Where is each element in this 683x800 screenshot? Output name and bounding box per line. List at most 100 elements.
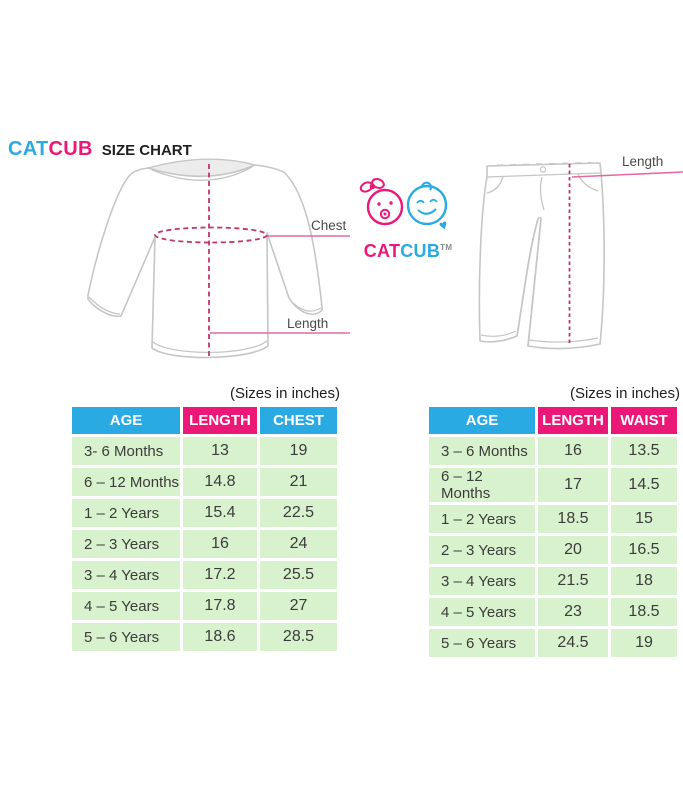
length-cell: 18.5 xyxy=(538,505,608,533)
pants-length-label: Length xyxy=(622,154,664,169)
shirt-outline xyxy=(87,164,323,359)
pants-units-note: (Sizes in inches) xyxy=(569,385,680,402)
age-cell: 3 – 4 Years xyxy=(429,567,535,595)
length-cell: 24.5 xyxy=(538,629,608,657)
age-cell: 2 – 3 Years xyxy=(72,530,180,558)
age-cell: 5 – 6 Years xyxy=(429,629,535,657)
logo-heart-icon: ♥ xyxy=(437,216,450,234)
pants-right-hem-line xyxy=(528,337,599,343)
table-row: 3 – 6 Months 16 13.5 xyxy=(429,437,677,465)
length-cell: 16 xyxy=(538,437,608,465)
waist-cell: 16.5 xyxy=(611,536,677,564)
table-row: 3- 6 Months 13 19 xyxy=(72,437,337,465)
length-cell: 21.5 xyxy=(538,567,608,595)
length-cell: 15.4 xyxy=(183,499,257,527)
pants-leg-split xyxy=(516,218,542,347)
chest-cell: 22.5 xyxy=(260,499,337,527)
age-cell: 6 – 12 Months xyxy=(72,468,180,496)
table-row: 1 – 2 Years 18.5 15 xyxy=(429,505,677,533)
pants-fly-line xyxy=(539,176,545,211)
age-cell: 5 – 6 Years xyxy=(72,623,180,651)
brand-cat-text: CAT xyxy=(8,138,49,160)
chest-measure-dashed-ellipse xyxy=(154,226,268,244)
shirt-left-cuff-line xyxy=(88,296,121,315)
catcub-logo-icon: ♥ xyxy=(359,178,450,234)
logo-blue-baby-face xyxy=(406,184,448,226)
logo-pink-eye-left xyxy=(377,202,381,206)
title-suffix: SIZE CHART xyxy=(101,142,192,159)
pants-left-pocket xyxy=(486,176,504,194)
length-cell: 23 xyxy=(538,598,608,626)
header-length: LENGTH xyxy=(538,407,608,434)
shirt-collar-line xyxy=(151,166,253,181)
age-cell: 4 – 5 Years xyxy=(429,598,535,626)
logo-wordmark: CATCUBTM xyxy=(356,241,460,262)
logo-tm-mark: TM xyxy=(440,243,453,252)
brand-cub-text: CUB xyxy=(48,138,93,160)
logo-blue-curl xyxy=(421,181,432,191)
length-cell: 17.8 xyxy=(183,592,257,620)
header-age: AGE xyxy=(429,407,535,434)
length-cell: 16 xyxy=(183,530,257,558)
chest-cell: 19 xyxy=(260,437,337,465)
chest-cell: 25.5 xyxy=(260,561,337,589)
logo-cat-text: CAT xyxy=(363,241,401,261)
age-cell: 4 – 5 Years xyxy=(72,592,180,620)
logo-pink-baby-face xyxy=(366,188,404,226)
logo-blue-eye-left xyxy=(416,199,425,204)
table-row: 6 – 12 Months 17 14.5 xyxy=(429,468,677,502)
logo-blue-smile xyxy=(417,208,437,215)
length-cell: 18.6 xyxy=(183,623,257,651)
table-row: 3 – 4 Years 21.5 18 xyxy=(429,567,677,595)
pants-waistband-line xyxy=(486,172,601,178)
shirt-right-cuff-line xyxy=(289,299,322,312)
logo-blue-eye-right xyxy=(429,198,438,203)
pants-waist-stitch-line xyxy=(496,161,592,166)
table-row: 5 – 6 Years 24.5 19 xyxy=(429,629,677,657)
table-row: 4 – 5 Years 23 18.5 xyxy=(429,598,677,626)
waist-cell: 13.5 xyxy=(611,437,677,465)
waist-cell: 18.5 xyxy=(611,598,677,626)
waist-cell: 19 xyxy=(611,629,677,657)
header-age: AGE xyxy=(72,407,180,434)
age-cell: 3 – 4 Years xyxy=(72,561,180,589)
chest-label: Chest xyxy=(311,218,347,233)
table-row: 2 – 3 Years 20 16.5 xyxy=(429,536,677,564)
age-cell: 6 – 12 Months xyxy=(429,468,535,502)
pants-left-hem-line xyxy=(480,330,517,337)
header-waist: WAIST xyxy=(611,407,677,434)
waist-cell: 14.5 xyxy=(611,468,677,502)
table-row: 4 – 5 Years 17.8 27 xyxy=(72,592,337,620)
shirt-table-header-row: AGE LENGTH CHEST xyxy=(72,407,337,434)
age-cell: 1 – 2 Years xyxy=(72,499,180,527)
chest-cell: 27 xyxy=(260,592,337,620)
page-title: CATCUB SIZE CHART xyxy=(8,138,192,161)
table-row: 2 – 3 Years 16 24 xyxy=(72,530,337,558)
age-cell: 3- 6 Months xyxy=(72,437,180,465)
chest-cell: 28.5 xyxy=(260,623,337,651)
waist-cell: 18 xyxy=(611,567,677,595)
pants-diagram xyxy=(478,161,683,350)
length-cell: 17.2 xyxy=(183,561,257,589)
chest-cell: 24 xyxy=(260,530,337,558)
pants-table-header-row: AGE LENGTH WAIST xyxy=(429,407,677,434)
header-chest: CHEST xyxy=(260,407,337,434)
chest-cell: 21 xyxy=(260,468,337,496)
length-cell: 13 xyxy=(183,437,257,465)
length-cell: 20 xyxy=(538,536,608,564)
logo-pink-eye-right xyxy=(389,201,393,205)
shirt-diagram xyxy=(87,158,350,359)
shirt-length-label: Length xyxy=(287,316,329,331)
pants-outline xyxy=(478,162,605,350)
length-cell: 14.8 xyxy=(183,468,257,496)
waist-cell: 15 xyxy=(611,505,677,533)
table-row: 6 – 12 Months 14.8 21 xyxy=(72,468,337,496)
pants-size-table: AGE LENGTH WAIST 3 – 6 Months 16 13.5 6 – … xyxy=(426,404,680,660)
age-cell: 3 – 6 Months xyxy=(429,437,535,465)
logo-cub-text: CUB xyxy=(400,241,441,261)
length-cell: 17 xyxy=(538,468,608,502)
table-row: 1 – 2 Years 15.4 22.5 xyxy=(72,499,337,527)
pants-length-leader-line xyxy=(571,171,683,178)
logo-bow-knot xyxy=(369,183,376,190)
